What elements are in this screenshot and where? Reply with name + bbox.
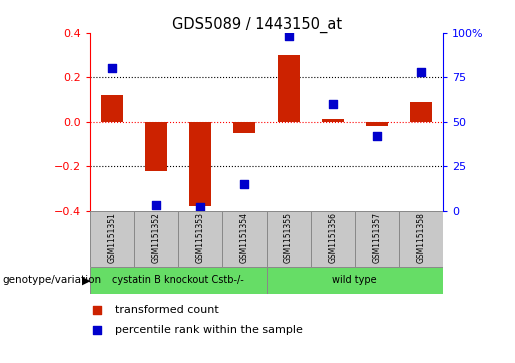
Bar	[311, 211, 355, 267]
Bar	[399, 211, 443, 267]
Point	[93, 327, 101, 333]
Bar	[101, 95, 123, 122]
Bar	[278, 55, 300, 122]
Point	[241, 181, 249, 187]
Text: GSM1151356: GSM1151356	[328, 212, 337, 263]
Text: percentile rank within the sample: percentile rank within the sample	[115, 325, 303, 335]
Bar	[90, 267, 267, 294]
Point	[373, 133, 381, 139]
Bar	[355, 211, 399, 267]
Point	[329, 101, 337, 107]
Text: GSM1151353: GSM1151353	[196, 212, 205, 263]
Text: GSM1151354: GSM1151354	[240, 212, 249, 263]
Text: GSM1151352: GSM1151352	[152, 212, 161, 263]
Point	[93, 307, 101, 313]
Bar	[366, 122, 388, 126]
Text: genotype/variation: genotype/variation	[3, 276, 101, 285]
Point	[284, 33, 293, 39]
Bar	[267, 211, 311, 267]
Bar	[178, 211, 222, 267]
Text: GSM1151355: GSM1151355	[284, 212, 293, 263]
Bar	[134, 211, 178, 267]
Text: GDS5089 / 1443150_at: GDS5089 / 1443150_at	[173, 16, 342, 33]
Bar	[90, 211, 134, 267]
Text: wild type: wild type	[332, 276, 377, 285]
Point	[417, 69, 425, 75]
Point	[152, 202, 160, 208]
Text: cystatin B knockout Cstb-/-: cystatin B knockout Cstb-/-	[112, 276, 244, 285]
Text: GSM1151351: GSM1151351	[108, 212, 117, 263]
Point	[196, 204, 204, 210]
Text: GSM1151358: GSM1151358	[416, 212, 425, 263]
Bar	[145, 122, 167, 171]
Bar	[233, 122, 255, 133]
Text: ▶: ▶	[82, 276, 91, 285]
Bar	[190, 122, 211, 206]
Bar	[322, 119, 344, 122]
Bar	[267, 267, 443, 294]
Bar	[410, 102, 432, 122]
Bar	[222, 211, 267, 267]
Text: GSM1151357: GSM1151357	[372, 212, 381, 263]
Text: transformed count: transformed count	[115, 305, 218, 315]
Point	[108, 65, 116, 71]
